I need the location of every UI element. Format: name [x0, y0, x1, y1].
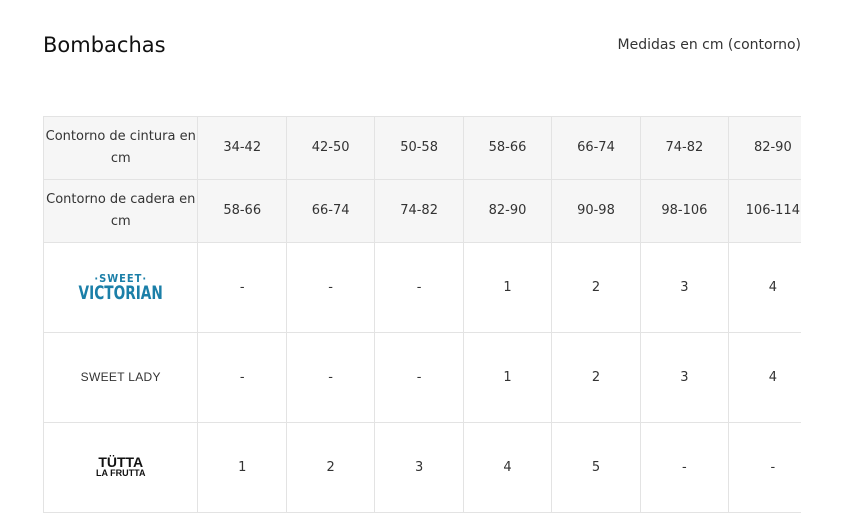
size-cell: 3	[374, 422, 464, 513]
measure-cell: 58-66	[197, 179, 287, 243]
size-table-container[interactable]: Contorno de cintura en cm 34-42 42-50 50-58…	[43, 116, 801, 531]
size-cell: -	[639, 422, 730, 513]
measure-cell: 42-50	[285, 116, 376, 180]
sweet-victorian-logo: ·SWEET· VICTORIAN	[78, 271, 163, 304]
size-cell: 5	[551, 422, 641, 513]
measure-cell: 98-106	[639, 179, 730, 243]
size-cell: -	[197, 242, 287, 333]
size-cell: -	[285, 242, 376, 333]
measure-cell: 74-82	[374, 179, 464, 243]
tutta-la-frutta-logo: TÜTTA LA FRUTTA	[95, 454, 146, 478]
brand-cell: SWEET LADY	[43, 332, 199, 423]
size-cell: 1	[462, 332, 553, 423]
row-label: Contorno de cintura en cm	[43, 116, 199, 180]
size-cell: 4	[728, 332, 801, 423]
measure-cell: 74-82	[639, 116, 730, 180]
size-cell: 3	[639, 332, 730, 423]
size-cell: 4	[728, 242, 801, 333]
sweet-lady-logo: SWEET LADY	[80, 370, 161, 384]
measure-cell: 58-66	[462, 116, 553, 180]
size-cell: -	[728, 422, 801, 513]
size-cell: -	[374, 242, 464, 333]
measure-cell: 82-90	[462, 179, 553, 243]
brand-row: ·SWEET· VICTORIAN - - -1 2 3 4	[43, 242, 801, 333]
size-cell: -	[374, 332, 464, 423]
size-cell: 1	[462, 242, 553, 333]
size-cell: 2	[285, 422, 376, 513]
size-cell: 3	[639, 242, 730, 333]
measure-row: Contorno de cadera en cm 58-66 66-74 74-82 8…	[43, 179, 801, 243]
size-cell: -	[197, 332, 287, 423]
measure-cell: 82-90	[728, 116, 801, 180]
row-label: Contorno de cadera en cm	[43, 179, 199, 243]
size-table: Contorno de cintura en cm 34-42 42-50 50-58…	[43, 116, 801, 513]
size-cell: 1	[197, 422, 287, 513]
size-cell: 4	[462, 422, 553, 513]
page-title: Bombachas	[43, 33, 166, 57]
measure-row: Contorno de cintura en cm 34-42 42-50 50-58…	[43, 116, 801, 180]
brand-row: SWEET LADY - - -1 2 3 4	[43, 332, 801, 423]
measure-cell: 34-42	[197, 116, 287, 180]
measure-cell: 106-114	[728, 179, 801, 243]
size-cell: 2	[551, 332, 641, 423]
size-cell: -	[285, 332, 376, 423]
units-note: Medidas en cm (contorno)	[617, 37, 801, 53]
brand-cell: TÜTTA LA FRUTTA	[43, 422, 199, 513]
measure-cell: 66-74	[285, 179, 376, 243]
size-cell: 2	[551, 242, 641, 333]
brand-row: TÜTTA LA FRUTTA 1 2 3 4 5- -	[43, 422, 801, 513]
measure-cell: 50-58	[374, 116, 464, 180]
measure-cell: 90-98	[551, 179, 641, 243]
measure-cell: 66-74	[551, 116, 641, 180]
brand-cell: ·SWEET· VICTORIAN	[43, 242, 199, 333]
